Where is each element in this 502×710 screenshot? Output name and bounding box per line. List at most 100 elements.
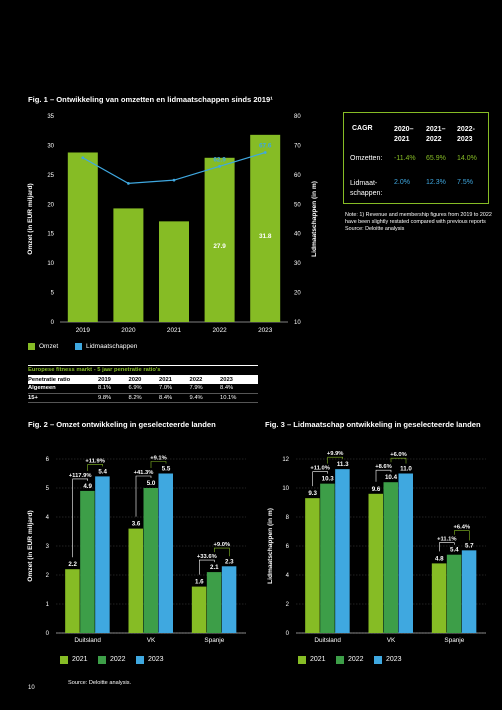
- fig3-chart: 0 2 4 6 8 10 12 Lidmaatschappen (in m) 9.3 10.3 11…: [267, 451, 486, 644]
- y-axis-title-right: Lidmaatschappen (in m): [311, 181, 318, 257]
- country-bar: [431, 563, 447, 633]
- x-tick-label: Spanje: [444, 637, 464, 644]
- cagr-header-label: CAGR: [352, 125, 373, 132]
- table-title: Europese fitness markt - 5 jaar penetrat…: [28, 365, 258, 376]
- country-bar-label: 10.4: [385, 474, 398, 481]
- y-tick-label: 5: [46, 486, 50, 492]
- legend-swatch-2023: [136, 656, 144, 664]
- country-bar: [446, 554, 462, 633]
- table-header-cell: 2020: [128, 375, 159, 384]
- cagr-header-2: 2021– 2022: [426, 126, 446, 143]
- fig2-chart: 0 1 2 3 4 5 6 Omzet (in EUR miljard) 2.2 4.9 5.4 Du…: [27, 456, 246, 644]
- growth-label: +8.6%: [375, 464, 392, 470]
- cagr-row-label: Lidmaat- schappen:: [350, 180, 383, 197]
- growth-label: +11.1%: [437, 537, 457, 543]
- country-bar-label: 9.3: [308, 490, 317, 497]
- memberships-point: [263, 151, 267, 154]
- y-tick-label-right: 40: [294, 232, 301, 238]
- country-bar-label: 4.9: [83, 483, 92, 490]
- revenue-bar: [159, 221, 189, 322]
- table-cell: 6.9%: [128, 384, 159, 394]
- y-tick-label-right: 60: [294, 173, 301, 179]
- memberships-point: [218, 164, 222, 168]
- memberships-point-label: 67.6: [259, 142, 272, 149]
- y-tick-label-left: 30: [47, 143, 54, 149]
- y-tick-label: 4: [286, 573, 290, 579]
- legend-label: 2023: [386, 656, 402, 663]
- country-bar-label: 2.1: [210, 564, 219, 571]
- table-cell: 9.4%: [189, 393, 220, 403]
- table-header-cell: 2021: [159, 375, 190, 384]
- country-bar-label: 11.3: [337, 461, 349, 468]
- growth-label: +9.1%: [150, 456, 167, 462]
- y-axis-title-left: Omzet (in EUR miljard): [27, 183, 34, 254]
- growth-bracket: [214, 547, 230, 557]
- revenue-bar: [204, 157, 235, 322]
- table-cell: 15+: [28, 393, 98, 403]
- country-bar-label: 5.0: [147, 480, 156, 487]
- y-tick-label-right: 80: [294, 114, 301, 120]
- country-bar-label: 2.2: [68, 561, 77, 568]
- table-cell: 9.8%: [98, 393, 129, 403]
- country-bar: [320, 483, 335, 633]
- note: Note: 1) Revenue and membership figures …: [345, 212, 492, 232]
- country-bar: [305, 498, 320, 633]
- country-bar-label: 11.0: [400, 466, 412, 473]
- growth-bracket: [87, 464, 103, 471]
- growth-label: +11.9%: [85, 458, 105, 464]
- country-bar: [128, 528, 143, 633]
- fig2-title: Fig. 2 – Omzet ontwikkeling in geselecte…: [28, 420, 216, 429]
- growth-label: +6.4%: [454, 525, 471, 531]
- cagr-header-1: 2020– 2021: [394, 126, 414, 143]
- x-tick-label: 2022: [212, 327, 227, 334]
- country-bar-label: 5.4: [450, 547, 459, 554]
- y-tick-label-left: 35: [47, 114, 54, 120]
- x-tick-label: 2019: [76, 327, 91, 334]
- y-axis-title: Lidmaatschappen (in m): [267, 508, 274, 584]
- y-tick-label-left: 10: [47, 261, 54, 267]
- country-bar: [80, 490, 95, 633]
- legend-label: 2023: [148, 656, 164, 663]
- y-tick-label: 6: [46, 457, 50, 463]
- memberships-point: [127, 181, 130, 185]
- cagr-value: 12.3%: [426, 179, 446, 186]
- growth-bracket: [72, 478, 88, 558]
- y-tick-label-right: 10: [294, 320, 301, 326]
- memberships-point: [172, 178, 176, 182]
- y-tick-label-right: 50: [294, 202, 301, 208]
- y-tick-label: 0: [46, 631, 50, 637]
- table-cell: 8.1%: [98, 384, 129, 394]
- legend-label: 2021: [72, 656, 88, 663]
- country-bar: [383, 482, 398, 633]
- revenue-bar: [250, 134, 281, 322]
- cagr-value: -11.4%: [394, 155, 416, 162]
- penetration-table: Europese fitness markt - 5 jaar penetrat…: [28, 365, 258, 403]
- memberships-point-label: 62.9: [213, 156, 226, 163]
- growth-bracket: [135, 475, 152, 517]
- table-row: Algemeen 8.1% 6.9% 7.0% 7.9% 8.4%: [28, 384, 258, 394]
- legend-swatch-2022: [336, 656, 344, 664]
- revenue-bar: [67, 152, 98, 322]
- growth-bracket: [199, 559, 215, 575]
- y-tick-label: 6: [286, 544, 290, 550]
- growth-label: +11.0%: [310, 466, 330, 472]
- y-tick-label: 4: [46, 515, 50, 521]
- legend-swatch-2022: [98, 656, 106, 664]
- table-cell: Algemeen: [28, 384, 98, 394]
- country-bar-label: 5.4: [98, 468, 107, 475]
- growth-bracket: [454, 530, 470, 541]
- cagr-value: 2.0%: [394, 179, 410, 186]
- growth-label: +6.0%: [390, 452, 407, 458]
- legend-label: Omzet: [39, 343, 59, 350]
- table-cell: 10.1%: [220, 393, 258, 403]
- growth-bracket: [150, 461, 167, 468]
- fig1-chart: 0 5 10 15 20 25 30 35 10 20 30 40 50 60 70 80 Omzet (in …: [27, 114, 318, 334]
- country-bar: [191, 586, 207, 633]
- y-tick-label-right: 20: [294, 291, 301, 297]
- country-bar: [206, 572, 222, 633]
- y-tick-label-left: 20: [47, 202, 54, 208]
- cagr-value: 7.5%: [457, 179, 473, 186]
- growth-bracket: [312, 471, 328, 487]
- growth-label: +33.6%: [197, 554, 217, 560]
- growth-bracket: [439, 542, 455, 552]
